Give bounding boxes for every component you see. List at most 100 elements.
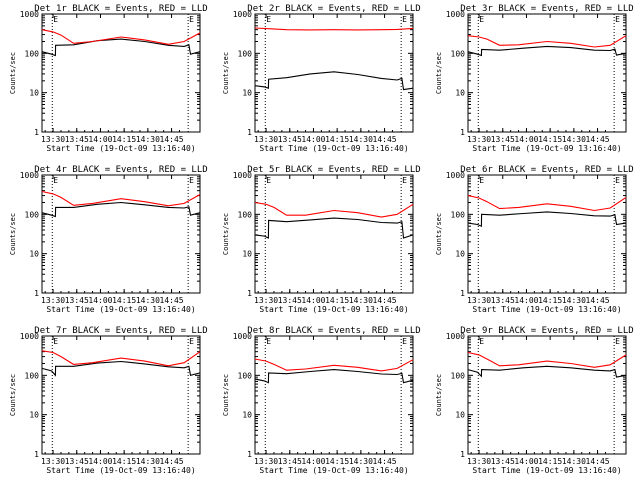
y-tick-label: 1000 [233,171,252,180]
x-tick-label: 14:45 [586,457,610,466]
x-tick-label: 14:15 [112,457,136,466]
event-marker-label: E [266,176,271,185]
x-tick-label: 14:15 [112,135,136,144]
event-marker-label: E [402,15,407,24]
y-tick-label: 1 [460,128,465,137]
y-tick-label: 10 [455,89,465,98]
x-axis-label: Start Time (19-Oct-09 13:16:40) [259,305,408,314]
x-axis-label: Start Time (19-Oct-09 13:16:40) [259,144,408,153]
x-tick-label: 14:30 [562,457,586,466]
lld-series-line [467,351,627,368]
event-marker-label: E [189,15,194,24]
detector-panel-8: Det 8r BLACK = Events, RED = LLD 1 10 100 10… [222,326,421,475]
lld-series-line [41,350,201,367]
lld-series-line [254,358,414,372]
x-tick-label: 14:15 [325,457,349,466]
y-tick-label: 10 [29,89,39,98]
detector-panel-9: Det 9r BLACK = Events, RED = LLD 1 10 100 10… [435,326,634,475]
y-tick-label: 1 [34,128,39,137]
x-tick-label: 14:30 [349,296,373,305]
x-tick-label: 13:45 [65,457,89,466]
lld-series-line [254,201,414,218]
events-series-line [467,45,627,57]
event-marker-label: E [266,15,271,24]
x-axis-label: Start Time (19-Oct-09 13:16:40) [259,466,408,475]
x-tick-label: 13:45 [65,135,89,144]
x-tick-label: 13:45 [491,296,515,305]
plot-frame [41,335,201,455]
x-tick-label: 14:00 [514,135,538,144]
detector-panel-5: Det 5r BLACK = Events, RED = LLD 1 10 100 10… [222,165,421,314]
y-tick-label: 10 [29,411,39,420]
detector-panel-2: Det 2r BLACK = Events, RED = LLD 1 10 100 10… [222,4,421,153]
events-series-line [254,369,414,384]
y-tick-label: 1 [247,289,252,298]
x-tick-label: 13:45 [65,296,89,305]
x-tick-label: 13:30 [254,457,278,466]
y-axis-label: Counts/sec [435,213,443,255]
lld-series-line [467,35,627,48]
detector-panel-6: Det 6r BLACK = Events, RED = LLD 1 10 100 10… [435,165,634,314]
y-tick-label: 10 [455,411,465,420]
x-tick-label: 13:30 [254,296,278,305]
y-axis-label: Counts/sec [222,213,230,255]
events-series-line [41,360,201,377]
x-tick-label: 14:30 [562,296,586,305]
x-axis-label: Start Time (19-Oct-09 13:16:40) [46,466,195,475]
panel-title: Det 4r BLACK = Events, RED = LLD [34,165,207,175]
x-tick-label: 14:45 [160,135,184,144]
plot-frame [467,174,627,294]
lld-series-line [254,27,414,31]
x-tick-label: 13:30 [467,135,491,144]
x-tick-label: 14:30 [349,457,373,466]
x-tick-label: 13:30 [41,135,65,144]
x-tick-label: 14:00 [301,457,325,466]
y-tick-label: 1 [460,450,465,459]
plot-frame [254,335,414,455]
x-tick-label: 13:30 [467,457,491,466]
event-marker-label: E [402,337,407,346]
y-tick-label: 100 [451,210,466,219]
x-tick-label: 13:45 [491,457,515,466]
y-tick-label: 1000 [20,332,39,341]
panel-title: Det 3r BLACK = Events, RED = LLD [460,4,633,14]
y-axis-label: Counts/sec [435,52,443,94]
detector-panel-3: Det 3r BLACK = Events, RED = LLD 1 10 100 10… [435,4,634,153]
y-tick-label: 10 [29,250,39,259]
lld-series-line [467,195,627,212]
x-tick-label: 14:00 [88,457,112,466]
x-tick-label: 13:30 [467,296,491,305]
event-marker-label: E [479,337,484,346]
x-tick-label: 13:45 [278,457,302,466]
y-axis-label: Counts/sec [222,374,230,416]
event-marker-label: E [479,15,484,24]
y-axis-label: Counts/sec [9,213,17,255]
panel-title: Det 6r BLACK = Events, RED = LLD [460,165,633,175]
x-tick-label: 14:15 [325,135,349,144]
detector-panel-1: Det 1r BLACK = Events, RED = LLD 1 10 100 10… [9,4,208,153]
y-tick-label: 100 [238,210,253,219]
events-series-line [467,211,627,228]
y-tick-label: 1000 [446,171,465,180]
x-tick-label: 14:30 [136,457,160,466]
x-axis-label: Start Time (19-Oct-09 13:16:40) [46,305,195,314]
y-tick-label: 1 [460,289,465,298]
x-tick-label: 14:45 [160,457,184,466]
x-tick-label: 13:30 [41,457,65,466]
plot-frame [467,13,627,133]
events-series-line [254,71,414,91]
x-tick-label: 14:00 [88,296,112,305]
y-axis-label: Counts/sec [435,374,443,416]
x-tick-label: 13:30 [41,296,65,305]
plot-frame [41,174,201,294]
events-series-line [41,38,201,57]
event-marker-label: E [266,337,271,346]
x-tick-label: 14:45 [586,135,610,144]
x-axis-label: Start Time (19-Oct-09 13:16:40) [472,466,621,475]
event-marker-label: E [189,176,194,185]
x-tick-label: 14:30 [562,135,586,144]
x-tick-label: 14:00 [301,135,325,144]
x-tick-label: 14:45 [373,135,397,144]
plot-frame [41,13,201,133]
